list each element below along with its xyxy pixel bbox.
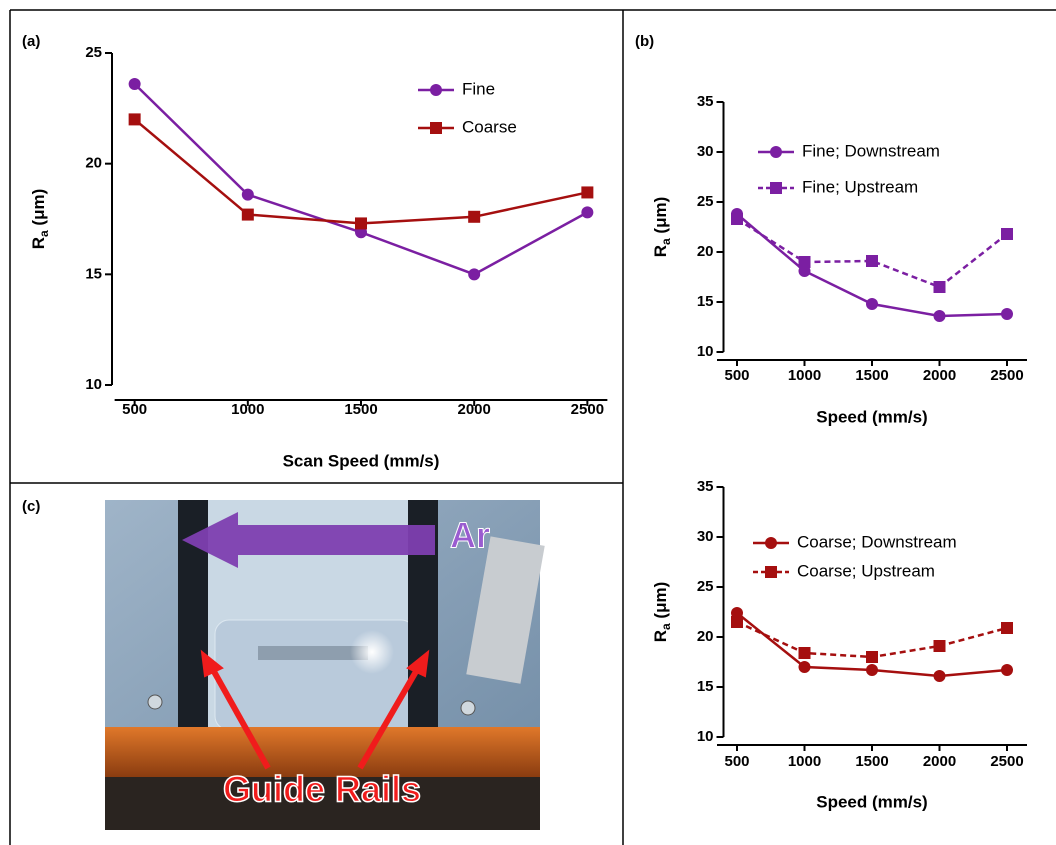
y-tick-label: 10 [697, 343, 714, 360]
y-tick-label: 25 [85, 44, 102, 61]
marker [934, 670, 946, 682]
y-tick-label: 30 [697, 143, 714, 160]
x-tick-label: 1000 [231, 401, 264, 418]
marker [799, 647, 811, 659]
marker [731, 213, 743, 225]
x-tick-label: 2500 [990, 753, 1023, 770]
x-axis-label: Speed (mm/s) [816, 407, 927, 426]
y-tick-label: 35 [697, 93, 714, 110]
legend-marker [765, 537, 777, 549]
marker [129, 113, 141, 125]
legend-label: Coarse; Upstream [797, 561, 935, 580]
marker [799, 256, 811, 268]
x-axis-label: Scan Speed (mm/s) [283, 451, 440, 470]
y-axis-label-part: R [651, 245, 670, 257]
marker [866, 255, 878, 267]
legend-marker [430, 122, 442, 134]
marker [866, 664, 878, 676]
marker [866, 298, 878, 310]
y-tick-label: 20 [697, 628, 714, 645]
x-tick-label: 500 [724, 367, 749, 384]
x-tick-label: 1500 [344, 401, 377, 418]
marker [1001, 664, 1013, 676]
figure: (a) (b) (c) Ar [0, 0, 1056, 845]
x-tick-label: 1000 [788, 753, 821, 770]
y-tick-label: 30 [697, 528, 714, 545]
legend-label: Coarse; Downstream [797, 532, 957, 551]
x-tick-label: 500 [122, 401, 147, 418]
chart: 10 15 20 25 500 1000 1500 2000 2500 Scan Speed (m… [29, 44, 607, 471]
marker [934, 640, 946, 652]
y-axis-label-part: R [651, 630, 670, 642]
y-tick-label: 10 [697, 728, 714, 745]
x-tick-label: 2000 [923, 753, 956, 770]
y-tick-label: 20 [85, 155, 102, 172]
y-axis-label-part: (μm) [651, 582, 670, 624]
y-axis-label: Ra (μm) [29, 189, 51, 250]
rail-label: Guide Rails [223, 769, 421, 810]
chart: 10 15 20 25 30 35 500 1000 1500 2000 2500 Speed (mm… [651, 478, 1027, 812]
x-tick-label: 500 [724, 753, 749, 770]
marker [1001, 228, 1013, 240]
chart: 10 15 20 25 30 35 500 1000 1500 2000 2500 Speed (mm… [651, 93, 1027, 427]
marker [731, 616, 743, 628]
y-tick-label: 15 [697, 293, 714, 310]
y-axis-label-part: (μm) [651, 197, 670, 239]
arrow-label: Ar [450, 515, 490, 556]
marker [866, 651, 878, 663]
y-axis-label: Ra (μm) [651, 197, 673, 258]
y-tick-label: 10 [85, 376, 102, 393]
marker [242, 209, 254, 221]
x-tick-label: 2500 [571, 401, 604, 418]
legend-marker [430, 84, 442, 96]
marker [468, 211, 480, 223]
x-tick-label: 2000 [457, 401, 490, 418]
marker [799, 661, 811, 673]
marker [468, 268, 480, 280]
x-tick-label: 2000 [923, 367, 956, 384]
legend-marker [770, 146, 782, 158]
marker [355, 217, 367, 229]
y-tick-label: 15 [697, 678, 714, 695]
y-tick-label: 15 [85, 265, 102, 282]
series-line [737, 219, 1007, 287]
y-axis-label-part: (μm) [29, 189, 48, 231]
y-tick-label: 25 [697, 578, 714, 595]
marker [934, 310, 946, 322]
legend-label: Fine; Upstream [802, 177, 918, 196]
legend-marker [765, 566, 777, 578]
y-tick-label: 35 [697, 478, 714, 495]
legend-label: Coarse [462, 117, 517, 136]
marker [934, 281, 946, 293]
x-tick-label: 1000 [788, 367, 821, 384]
photo: Ar Guide Rails [105, 500, 545, 830]
panel-label: (a) [22, 33, 40, 50]
marker [581, 206, 593, 218]
legend-label: Fine [462, 79, 495, 98]
marker [581, 186, 593, 198]
x-tick-label: 1500 [855, 367, 888, 384]
marker [242, 189, 254, 201]
marker [1001, 622, 1013, 634]
y-axis-label: Ra (μm) [651, 582, 673, 643]
series-line [135, 119, 588, 223]
x-axis-label: Speed (mm/s) [816, 792, 927, 811]
x-tick-label: 1500 [855, 753, 888, 770]
panel-label: (c) [22, 498, 40, 515]
y-axis-label-part: R [29, 237, 48, 249]
x-tick-label: 2500 [990, 367, 1023, 384]
panel-label: (b) [635, 33, 654, 50]
y-tick-label: 25 [697, 193, 714, 210]
marker [1001, 308, 1013, 320]
legend-marker [770, 182, 782, 194]
series-line [135, 84, 588, 274]
y-tick-label: 20 [697, 243, 714, 260]
marker [129, 78, 141, 90]
legend-label: Fine; Downstream [802, 141, 940, 160]
